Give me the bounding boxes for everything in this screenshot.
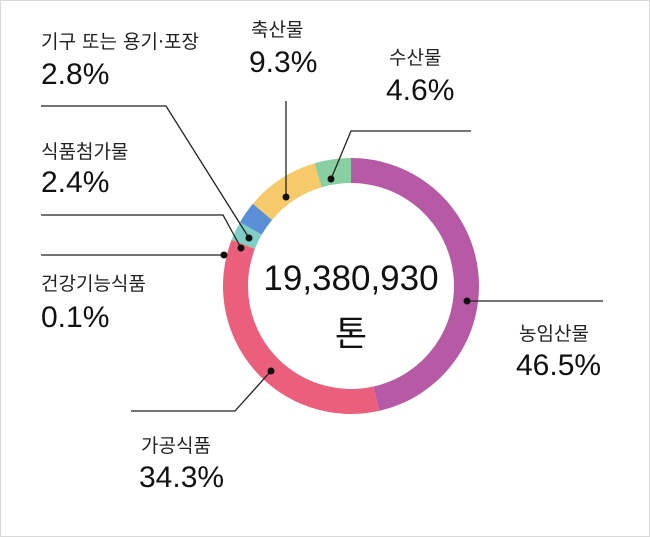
leader-dot-1 [267,367,275,375]
center-value: 19,380,930 [263,259,439,298]
slice-value-2: 0.1% [41,301,110,334]
leader-dot-5 [282,193,290,201]
leader-line-1 [131,370,272,412]
slice-value-5: 9.3% [249,46,318,79]
donut-slice-5 [252,163,322,220]
slice-label-6: 수산물 [389,47,442,69]
slice-label-4: 기구 또는 용기·포장 [41,31,199,53]
slice-label-1: 가공식품 [141,435,211,457]
slice-value-6: 4.6% [386,74,455,107]
center-unit: 톤 [334,315,368,354]
slice-value-4: 2.8% [41,58,110,91]
slice-label-0: 농임산물 [519,323,589,345]
leader-dot-0 [463,297,471,305]
donut-slice-4 [240,203,273,235]
slice-label-2: 건강기능식품 [41,273,146,295]
donut-slice-1 [222,240,379,414]
leader-line-3 [41,214,242,249]
leader-line-6 [330,130,471,180]
donut-slice-0 [351,158,480,411]
slice-value-1: 34.3% [139,461,225,494]
donut-slice-6 [314,158,351,188]
leader-dot-4 [245,234,253,242]
leader-dot-2 [220,251,228,259]
slice-value-3: 2.4% [41,166,110,199]
slice-label-3: 식품첨가물 [41,141,129,163]
leader-dot-6 [327,175,335,183]
slice-value-0: 46.5% [516,349,602,382]
leader-dot-3 [237,244,245,252]
slice-label-5: 축산물 [251,19,304,41]
leader-line-4 [41,105,250,239]
